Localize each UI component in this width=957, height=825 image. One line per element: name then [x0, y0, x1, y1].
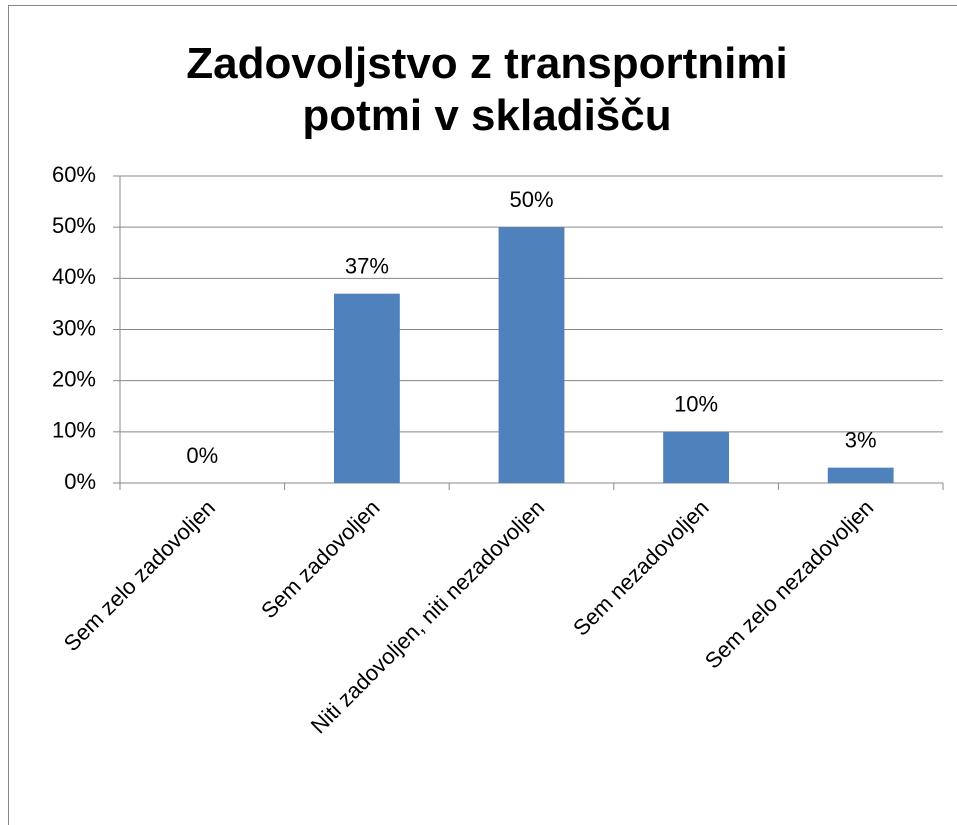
bar — [827, 467, 894, 483]
chart-title: Zadovoljstvo z transportnimi potmi v skl… — [186, 39, 788, 140]
x-tick-label: Sem zadovoljen — [256, 495, 384, 623]
y-tick-label: 50% — [52, 213, 96, 238]
x-tick-label: Sem zelo zadovoljen — [59, 495, 220, 656]
bar — [333, 293, 400, 483]
y-tick-label: 10% — [52, 418, 96, 443]
data-label: 0% — [186, 443, 218, 468]
data-label: 3% — [845, 427, 877, 452]
y-tick-label: 60% — [52, 162, 96, 187]
bar — [663, 431, 730, 483]
chart-border — [8, 5, 957, 825]
x-tick-label: Sem nezadovoljen — [568, 495, 714, 641]
data-label: 10% — [674, 392, 718, 417]
y-tick-label: 0% — [64, 469, 96, 494]
y-tick-label: 30% — [52, 315, 96, 340]
x-tick-label: Sem zelo nezadovoljen — [700, 495, 879, 674]
y-tick-label: 20% — [52, 366, 96, 391]
y-tick-label: 40% — [52, 264, 96, 289]
data-label: 50% — [509, 187, 553, 212]
bar — [498, 227, 565, 483]
data-label: 37% — [345, 253, 389, 278]
